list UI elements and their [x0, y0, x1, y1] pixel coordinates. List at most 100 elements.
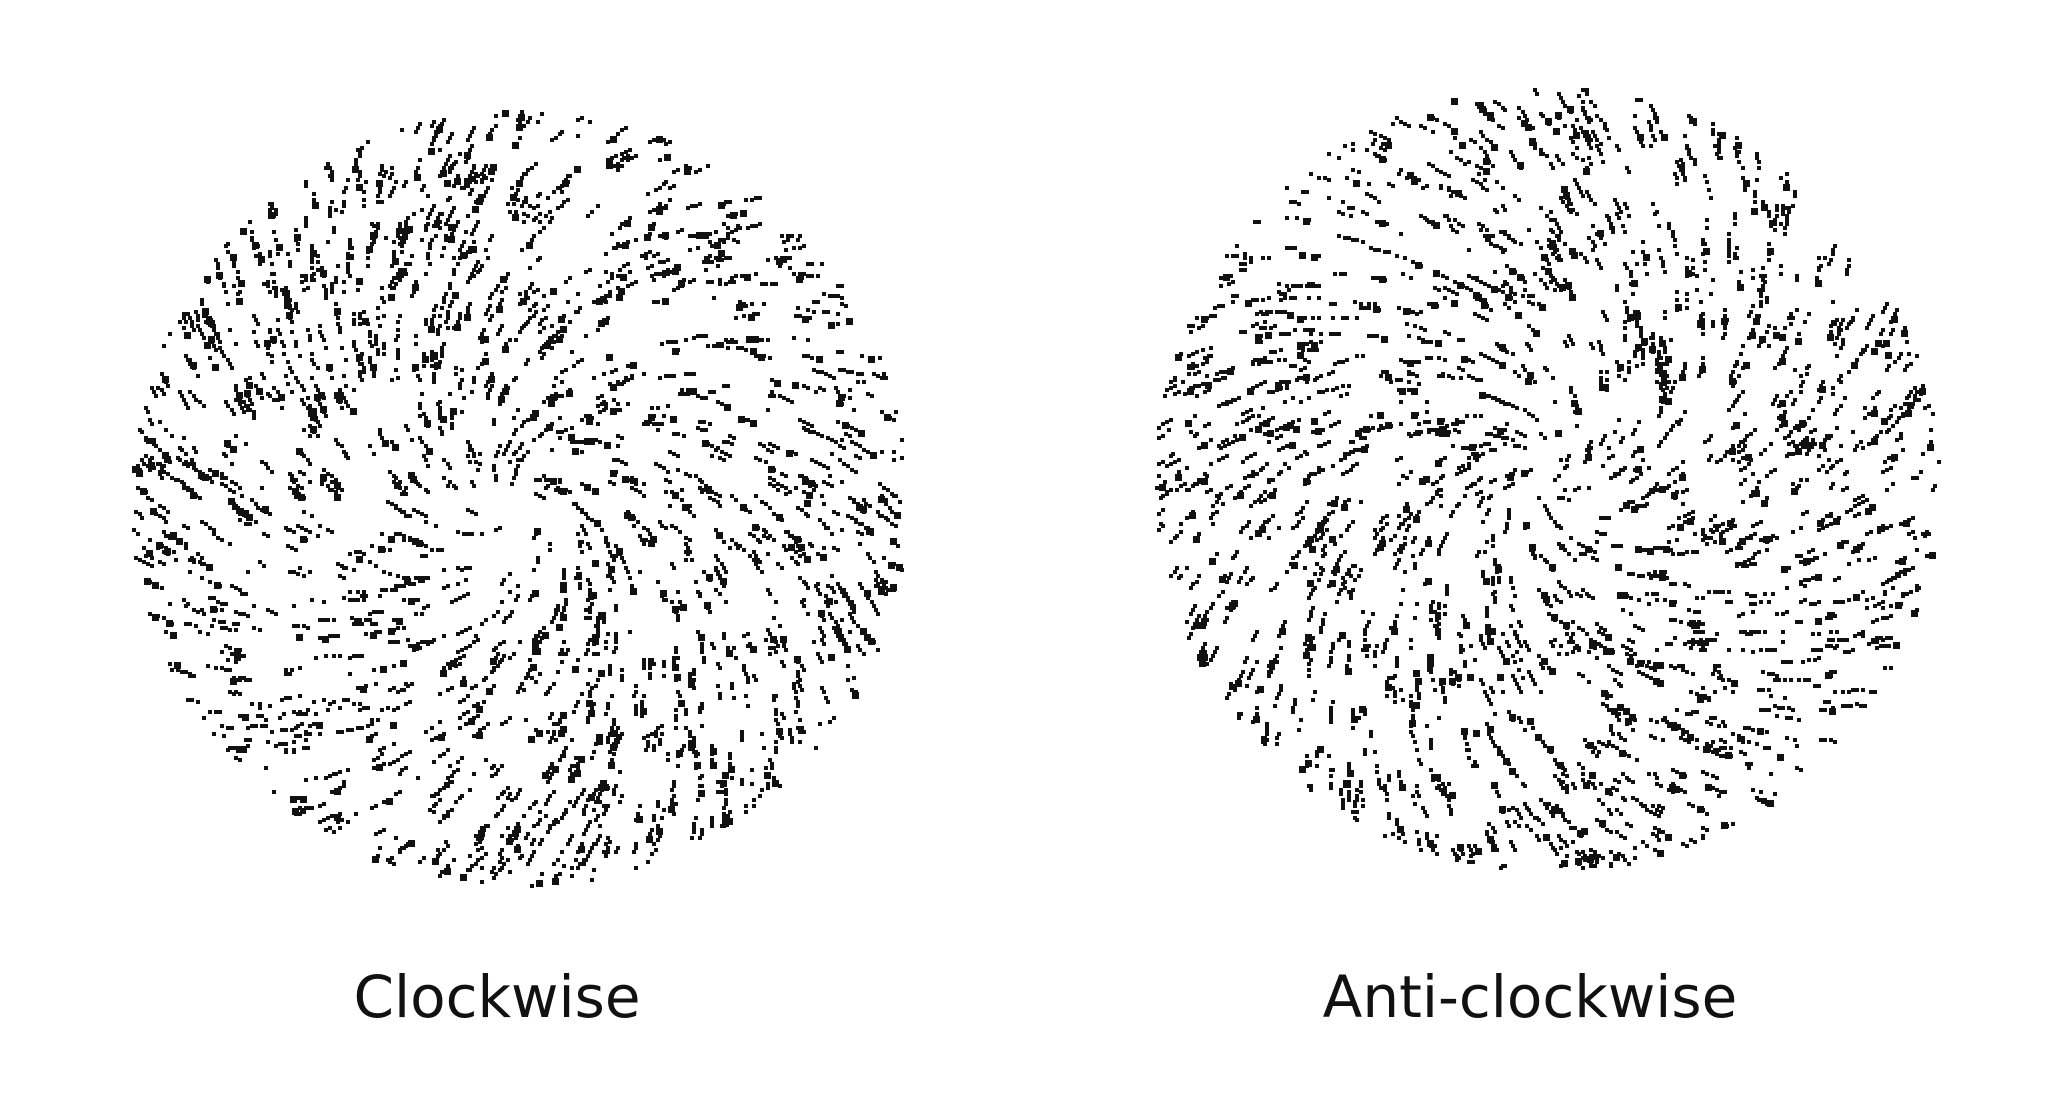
pattern-dot — [554, 738, 558, 742]
pattern-dot — [612, 650, 616, 654]
pattern-dot — [344, 358, 348, 362]
pattern-dot — [376, 316, 380, 320]
pattern-dot — [586, 214, 590, 218]
pattern-dot — [1241, 420, 1245, 424]
pattern-dot — [200, 608, 204, 612]
pattern-dot — [562, 576, 566, 580]
pattern-dot — [888, 416, 892, 420]
pattern-dot — [498, 328, 502, 332]
pattern-dot — [156, 542, 163, 549]
pattern-dot — [548, 478, 552, 482]
pattern-dot — [1803, 598, 1807, 602]
pattern-dot — [460, 874, 467, 881]
pattern-dot — [1767, 258, 1771, 262]
pattern-dot — [1837, 638, 1841, 642]
pattern-dot — [220, 482, 224, 486]
pattern-dot — [616, 444, 620, 448]
pattern-dot — [580, 358, 584, 362]
pattern-dot — [468, 148, 472, 152]
pattern-dot — [1373, 248, 1377, 252]
pattern-dot — [158, 504, 162, 508]
pattern-dot — [770, 282, 774, 286]
pattern-dot — [214, 582, 221, 589]
pattern-dot — [1509, 604, 1513, 608]
pattern-dot — [388, 536, 395, 543]
pattern-dot — [726, 226, 730, 230]
pattern-dot — [408, 472, 415, 479]
pattern-dot — [1929, 428, 1933, 432]
pattern-dot — [606, 804, 610, 808]
pattern-dot — [1731, 518, 1735, 522]
pattern-dot — [676, 656, 680, 660]
pattern-dot — [454, 178, 461, 185]
pattern-dot — [238, 280, 245, 287]
pattern-dot — [184, 354, 188, 358]
pattern-dot — [234, 610, 238, 614]
pattern-dot — [1617, 216, 1621, 220]
pattern-dot — [746, 680, 750, 684]
pattern-dot — [408, 262, 412, 266]
pattern-dot — [304, 806, 308, 810]
pattern-dot — [432, 136, 436, 140]
pattern-dot — [600, 296, 607, 303]
pattern-dot — [268, 704, 272, 708]
pattern-dot — [584, 334, 588, 338]
pattern-dot — [462, 240, 466, 244]
pattern-dot — [228, 628, 232, 632]
pattern-dot — [508, 460, 512, 464]
pattern-dot — [194, 450, 198, 454]
pattern-dot — [200, 576, 204, 580]
pattern-dot — [688, 510, 692, 514]
pattern-dot — [1753, 194, 1757, 198]
pattern-dot — [1315, 562, 1319, 566]
pattern-dot — [690, 204, 694, 208]
pattern-dot — [610, 232, 614, 236]
pattern-dot — [404, 486, 408, 490]
pattern-dot — [822, 502, 826, 506]
pattern-dot — [1809, 602, 1813, 606]
pattern-dot — [392, 186, 396, 190]
pattern-dot — [512, 142, 519, 149]
pattern-dot — [210, 606, 217, 613]
pattern-dot — [596, 814, 600, 818]
pattern-dot — [586, 598, 590, 602]
pattern-dot — [238, 612, 242, 616]
pattern-dot — [376, 306, 380, 310]
pattern-dot — [494, 478, 498, 482]
pattern-dot — [446, 814, 450, 818]
pattern-dot — [1609, 850, 1613, 854]
pattern-dot — [570, 426, 574, 430]
pattern-dot — [604, 640, 608, 644]
pattern-dot — [814, 390, 818, 394]
pattern-dot — [884, 580, 888, 584]
pattern-dot — [252, 410, 256, 414]
pattern-dot — [488, 132, 492, 136]
pattern-dot — [506, 838, 513, 845]
pattern-dot — [574, 800, 578, 804]
pattern-dot — [862, 498, 866, 502]
pattern-dot — [1377, 200, 1381, 204]
pattern-dot — [386, 798, 393, 805]
pattern-dot — [438, 406, 442, 410]
pattern-dot — [1727, 238, 1731, 242]
pattern-dot — [660, 422, 664, 426]
pattern-dot — [684, 168, 691, 175]
pattern-dot — [140, 516, 144, 520]
pattern-dot — [1501, 654, 1505, 658]
pattern-dot — [596, 404, 600, 408]
pattern-dot — [528, 806, 532, 810]
pattern-dot — [748, 510, 752, 514]
pattern-dot — [232, 692, 236, 696]
pattern-dot — [1743, 466, 1747, 470]
pattern-dot — [750, 302, 754, 306]
pattern-dot — [566, 300, 570, 304]
pattern-dot — [150, 508, 157, 515]
pattern-dot — [240, 746, 247, 753]
pattern-dot — [1615, 564, 1622, 571]
pattern-dot — [1895, 560, 1899, 564]
pattern-dot — [284, 294, 288, 298]
pattern-dot — [798, 684, 802, 688]
pattern-dot — [502, 452, 506, 456]
pattern-dot — [580, 692, 584, 696]
pattern-dot — [518, 446, 522, 450]
